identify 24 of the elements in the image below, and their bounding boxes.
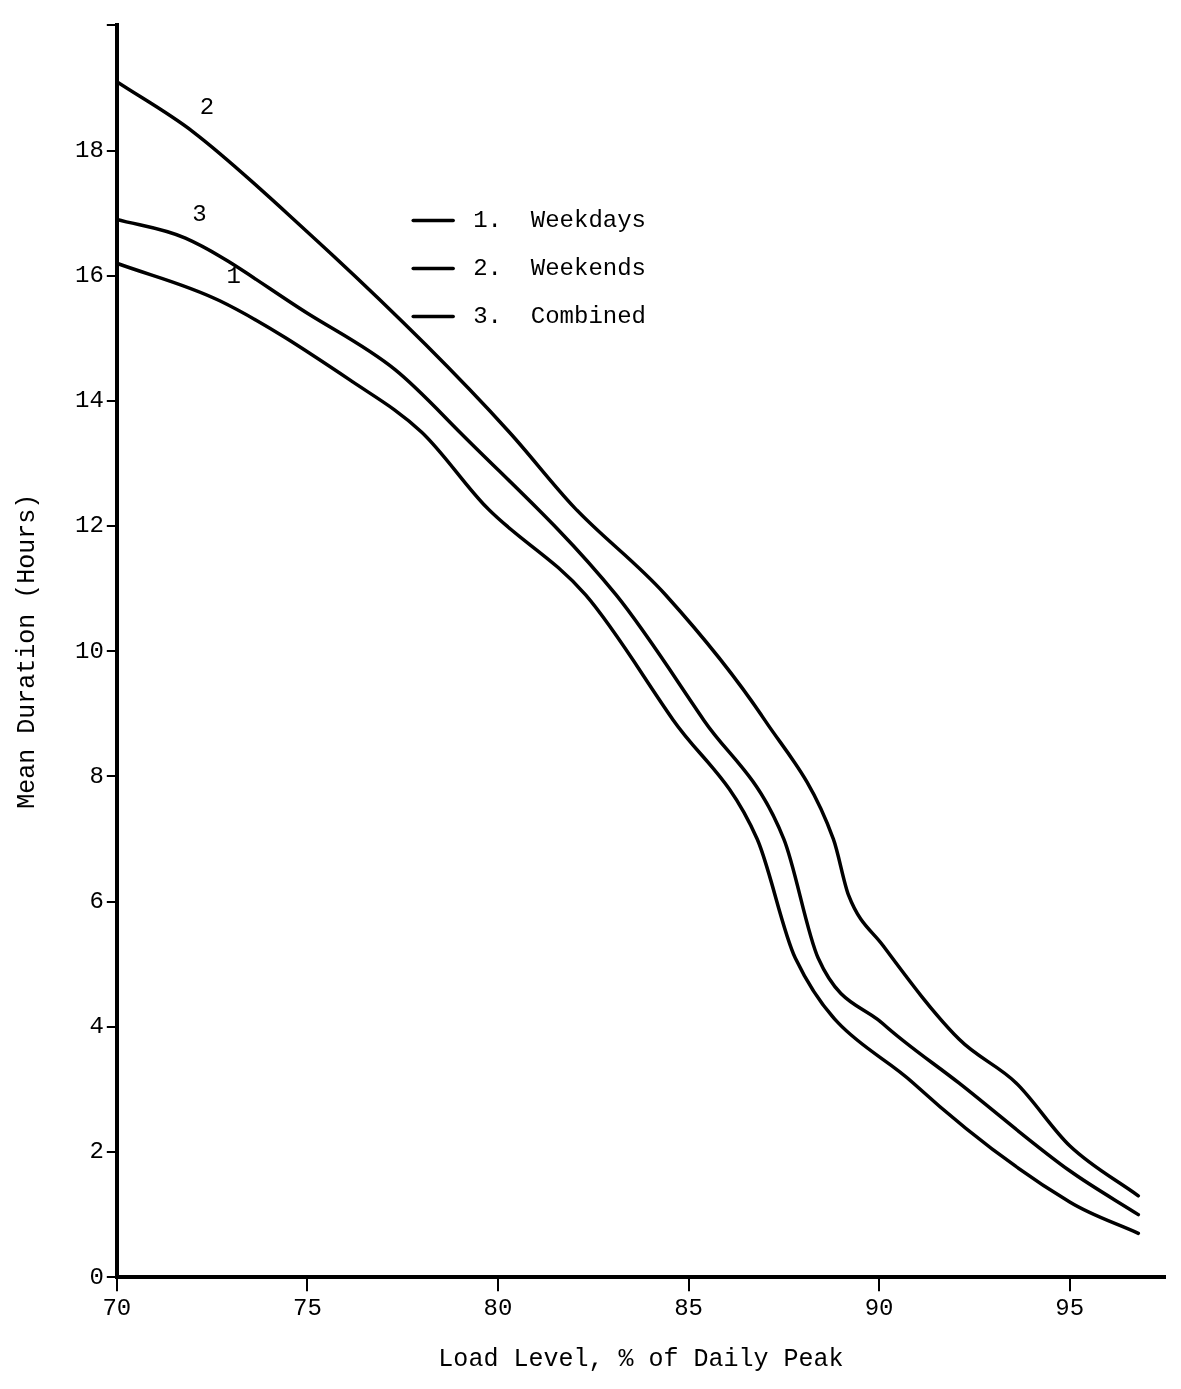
- y-tick-label: 12: [74, 512, 104, 540]
- x-axis-title: Load Level, % of Daily Peak: [438, 1344, 844, 1374]
- y-axis-title: Mean Duration (Hours): [12, 493, 42, 809]
- y-tick-label: 8: [89, 762, 104, 790]
- y-tick-label: 4: [89, 1013, 104, 1041]
- y-tick-label: 14: [74, 387, 104, 415]
- y-tick-label: 6: [89, 888, 104, 916]
- legend-label: 3. Combined: [473, 302, 647, 330]
- y-tick-label: 2: [89, 1138, 104, 1166]
- annotation: 3: [192, 200, 207, 228]
- x-tick-label: 80: [483, 1294, 513, 1322]
- y-tick-label: 18: [74, 136, 104, 164]
- x-tick-label: 75: [292, 1294, 322, 1322]
- x-tick-label: 95: [1055, 1294, 1085, 1322]
- y-tick-label: 16: [74, 262, 104, 290]
- x-tick-label: 85: [674, 1294, 703, 1322]
- legend-label: 1. Weekdays: [473, 206, 647, 234]
- legend-label: 2. Weekends: [473, 254, 647, 282]
- annotation: 1: [226, 263, 241, 291]
- annotation: 2: [199, 94, 215, 122]
- y-tick-label: 10: [74, 637, 104, 665]
- x-tick-label: 70: [102, 1294, 132, 1322]
- y-tick-label: 0: [89, 1263, 104, 1291]
- x-tick-label: 90: [864, 1294, 894, 1322]
